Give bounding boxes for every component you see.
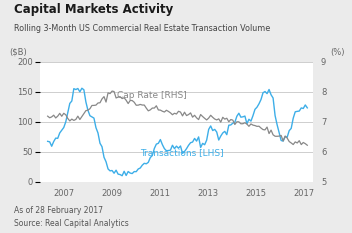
Text: As of 28 February 2017: As of 28 February 2017: [14, 206, 103, 215]
Text: ($B): ($B): [9, 48, 27, 57]
Text: (%): (%): [330, 48, 345, 57]
Text: Transactions [LHS]: Transactions [LHS]: [140, 148, 224, 157]
Text: Cap Rate [RHS]: Cap Rate [RHS]: [118, 91, 187, 100]
Text: Source: Real Capital Analytics: Source: Real Capital Analytics: [14, 219, 129, 229]
Text: Rolling 3-Month US Commercial Real Estate Transaction Volume: Rolling 3-Month US Commercial Real Estat…: [14, 24, 270, 34]
Text: Capital Markets Activity: Capital Markets Activity: [14, 3, 173, 17]
